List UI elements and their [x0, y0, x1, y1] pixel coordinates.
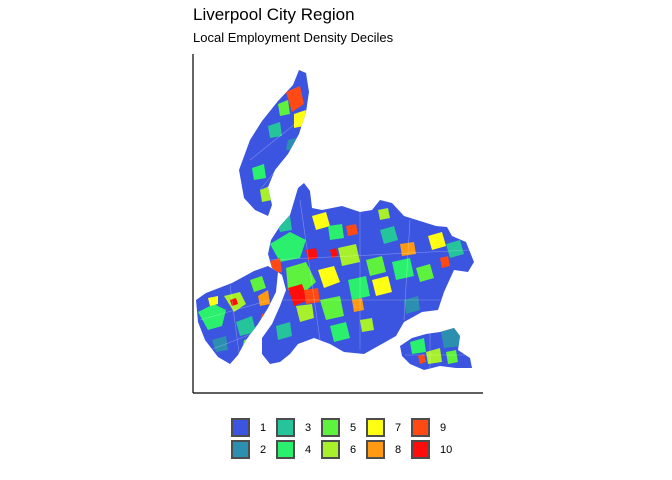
legend-key-3 — [276, 418, 295, 437]
legend-label-10: 10 — [440, 444, 453, 456]
legend-label-2: 2 — [260, 444, 267, 456]
legend-label-1: 1 — [260, 422, 267, 434]
legend-key-1 — [231, 418, 250, 437]
chart-subtitle: Local Employment Density Deciles — [193, 30, 394, 45]
legend-label-3: 3 — [305, 422, 312, 434]
chart-title: Liverpool City Region — [193, 5, 355, 24]
legend-key-5 — [321, 418, 340, 437]
legend-label-7: 7 — [395, 422, 402, 434]
legend-key-10 — [411, 440, 430, 459]
legend-key-8 — [366, 440, 385, 459]
legend-key-6 — [321, 440, 340, 459]
legend-label-5: 5 — [350, 422, 357, 434]
legend-key-9 — [411, 418, 430, 437]
legend: 1 2 3 4 5 6 7 8 9 10 — [231, 418, 461, 468]
legend-key-7 — [366, 418, 385, 437]
region-south — [400, 328, 472, 370]
legend-label-6: 6 — [350, 444, 357, 456]
legend-key-4 — [276, 440, 295, 459]
legend-key-2 — [231, 440, 250, 459]
ward-boundaries — [199, 119, 471, 368]
legend-label-9: 9 — [440, 422, 447, 434]
legend-label-4: 4 — [305, 444, 312, 456]
legend-label-8: 8 — [395, 444, 402, 456]
